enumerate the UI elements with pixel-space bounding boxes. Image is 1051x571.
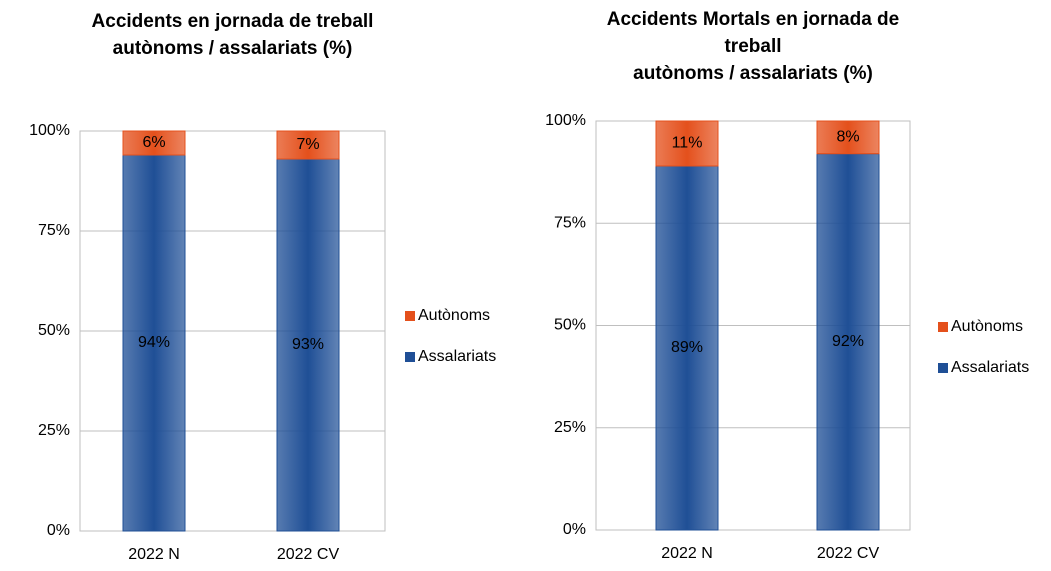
legend-swatch <box>938 363 948 373</box>
legend-label: Assalariats <box>418 348 496 365</box>
data-label: 7% <box>296 136 319 153</box>
y-tick-label: 75% <box>38 222 70 239</box>
x-tick-label: 2022 CV <box>817 545 880 562</box>
data-label: 8% <box>836 129 859 146</box>
data-label: 92% <box>832 333 864 350</box>
chart-title: Accidents Mortals en jornada de <box>607 9 899 30</box>
bar-segment <box>655 165 719 531</box>
chart-title: treball <box>724 36 781 57</box>
y-tick-label: 0% <box>563 521 586 538</box>
x-tick-label: 2022 CV <box>277 546 340 563</box>
y-tick-label: 100% <box>29 122 70 139</box>
y-tick-label: 100% <box>545 112 586 129</box>
bar-segment <box>655 120 719 167</box>
legend-swatch <box>938 322 948 332</box>
y-tick-label: 0% <box>47 522 70 539</box>
y-tick-label: 25% <box>554 419 586 436</box>
y-tick-label: 25% <box>38 422 70 439</box>
bar-segment <box>276 158 340 532</box>
data-label: 11% <box>672 135 703 152</box>
bar-segment <box>816 120 880 155</box>
legend-label: Autònoms <box>951 318 1023 335</box>
data-label: 94% <box>138 334 170 351</box>
legend-label: Assalariats <box>951 359 1029 376</box>
bar-segment <box>276 130 340 160</box>
x-tick-label: 2022 N <box>661 545 713 562</box>
bar-segment <box>122 130 186 156</box>
legend-swatch <box>405 311 415 321</box>
plot-frame <box>595 120 911 531</box>
legend-label: Autònoms <box>418 307 490 324</box>
y-tick-label: 75% <box>554 214 586 231</box>
data-label: 93% <box>292 336 324 353</box>
data-label: 89% <box>671 339 703 356</box>
legend-swatch <box>405 352 415 362</box>
bar-segment <box>816 153 880 531</box>
chart-title: autònoms / assalariats (%) <box>113 38 353 59</box>
chart-title: autònoms / assalariats (%) <box>633 63 873 84</box>
chart-title: Accidents en jornada de treball <box>92 11 374 32</box>
y-tick-label: 50% <box>554 317 586 334</box>
y-tick-label: 50% <box>38 322 70 339</box>
data-label: 6% <box>142 134 165 151</box>
x-tick-label: 2022 N <box>128 546 180 563</box>
plot-frame <box>79 130 386 532</box>
